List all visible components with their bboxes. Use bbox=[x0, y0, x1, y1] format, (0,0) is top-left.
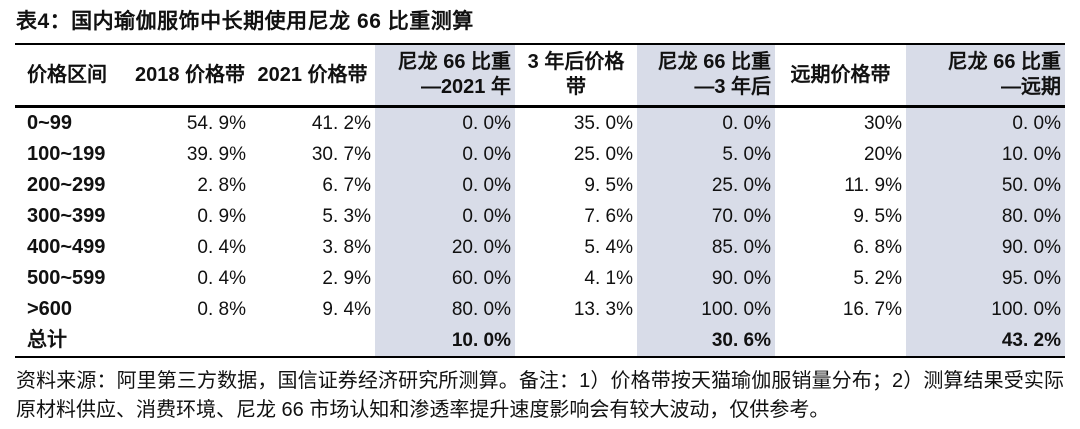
table-cell: 7. 6% bbox=[584, 206, 633, 227]
table-cell: 0. 0% bbox=[375, 106, 515, 139]
table-cell: 70. 0% bbox=[637, 201, 775, 232]
table-cell: 39. 9% bbox=[186, 144, 246, 165]
table-cell: 90. 0% bbox=[637, 263, 775, 294]
table-cell: 0. 9% bbox=[197, 206, 246, 227]
table-cell: 60. 0% bbox=[375, 263, 515, 294]
source-note: 资料来源：阿里第三方数据，国信证券经济研究所测算。备注：1）价格带按天猫瑜伽服销… bbox=[16, 370, 1064, 421]
table-cell: 10. 0% bbox=[906, 139, 1065, 170]
table-row: >600 0. 8% 9. 4% 80. 0% 13. 3% 100. 0% 16. 7% 1… bbox=[15, 294, 1065, 325]
table-row: 200~299 2. 8% 6. 7% 0. 0% 9. 5% 25. 0% 11. 9% 5… bbox=[15, 170, 1065, 201]
table-cell: 20% bbox=[863, 144, 902, 165]
table-cell: 43. 2% bbox=[906, 325, 1065, 358]
table-cell: 6. 8% bbox=[853, 237, 902, 258]
table-cell: 80. 0% bbox=[906, 201, 1065, 232]
table-cell: 5. 2% bbox=[853, 268, 902, 289]
table-cell: 2. 8% bbox=[197, 175, 246, 196]
table-cell: 5. 3% bbox=[322, 206, 371, 227]
table-cell: 0. 8% bbox=[197, 299, 246, 320]
table-cell: 0. 0% bbox=[375, 139, 515, 170]
table-cell: 5. 0% bbox=[637, 139, 775, 170]
table-cell: 80. 0% bbox=[375, 294, 515, 325]
row-label: 500~599 bbox=[27, 267, 106, 289]
table-cell: 0. 4% bbox=[197, 237, 246, 258]
table-cell: 25. 0% bbox=[573, 144, 633, 165]
table-cell: 54. 9% bbox=[186, 113, 246, 134]
table-cell: 95. 0% bbox=[906, 263, 1065, 294]
table-cell: 11. 9% bbox=[844, 175, 902, 196]
table-cell: 30. 7% bbox=[311, 144, 371, 165]
table-cell: 16. 7% bbox=[842, 299, 902, 320]
column-header-price-range: 价格区间 bbox=[15, 44, 130, 108]
table-cell: 41. 2% bbox=[311, 113, 371, 134]
table-cell: 25. 0% bbox=[637, 170, 775, 201]
row-label: 300~399 bbox=[27, 205, 106, 227]
column-header-band-longterm: 远期价格带 bbox=[775, 44, 906, 108]
table-row: 500~599 0. 4% 2. 9% 60. 0% 4. 1% 90. 0% 5. 2% 9… bbox=[15, 263, 1065, 294]
row-label: 100~199 bbox=[27, 143, 106, 165]
table-body: 0~99 54. 9% 41. 2% 0. 0% 35. 0% 0. 0% 30% 0. 0%… bbox=[15, 106, 1065, 358]
table-title: 表4：国内瑜伽服饰中长期使用尼龙 66 比重测算 bbox=[16, 10, 474, 33]
table-cell: 9. 4% bbox=[322, 299, 371, 320]
table-cell: 9. 5% bbox=[584, 175, 633, 196]
table-cell bbox=[775, 325, 906, 358]
table-cell: 3. 8% bbox=[322, 237, 371, 258]
table-row: 0~99 54. 9% 41. 2% 0. 0% 35. 0% 0. 0% 30% 0. 0% bbox=[15, 106, 1065, 139]
table-cell: 0. 0% bbox=[375, 201, 515, 232]
table-cell: 4. 1% bbox=[584, 268, 633, 289]
table-cell: 35. 0% bbox=[573, 113, 633, 134]
table-cell: 0. 4% bbox=[197, 268, 246, 289]
table-cell: 0. 0% bbox=[906, 106, 1065, 139]
table-row: 300~399 0. 9% 5. 3% 0. 0% 7. 6% 70. 0% 9. 5% 80… bbox=[15, 201, 1065, 232]
table-cell bbox=[250, 325, 375, 358]
column-header-nylon66-longterm: 尼龙 66 比重 —远期 bbox=[906, 44, 1065, 108]
table-cell: 9. 5% bbox=[853, 206, 902, 227]
table-cell: 6. 7% bbox=[322, 175, 371, 196]
row-label: 总计 bbox=[15, 325, 130, 358]
table-cell: 0. 0% bbox=[637, 106, 775, 139]
row-label: 400~499 bbox=[27, 236, 106, 258]
row-label: 0~99 bbox=[27, 112, 73, 134]
column-header-band-3yr: 3 年后价格带 bbox=[515, 44, 637, 108]
table-cell: 100. 0% bbox=[906, 294, 1065, 325]
table-cell bbox=[130, 325, 250, 358]
table-cell: 90. 0% bbox=[906, 232, 1065, 263]
table-row: 400~499 0. 4% 3. 8% 20. 0% 5. 4% 85. 0% 6. 8% 9… bbox=[15, 232, 1065, 263]
total-row: 总计 10. 0% 30. 6% 43. 2% bbox=[15, 325, 1065, 358]
table-cell: 85. 0% bbox=[637, 232, 775, 263]
table-cell: 30% bbox=[863, 113, 902, 134]
table-cell: 13. 3% bbox=[573, 299, 633, 320]
table-cell: 50. 0% bbox=[906, 170, 1065, 201]
column-header-band-2018: 2018 价格带 bbox=[130, 44, 250, 108]
table-cell: 2. 9% bbox=[322, 268, 371, 289]
table-cell: 100. 0% bbox=[637, 294, 775, 325]
column-header-nylon66-2021: 尼龙 66 比重 —2021 年 bbox=[375, 44, 515, 108]
table-cell: 5. 4% bbox=[584, 237, 633, 258]
table-cell bbox=[515, 325, 637, 358]
column-header-band-2021: 2021 价格带 bbox=[250, 44, 375, 108]
table-cell: 10. 0% bbox=[375, 325, 515, 358]
row-label: >600 bbox=[27, 298, 73, 320]
table-cell: 30. 6% bbox=[637, 325, 775, 358]
row-label: 200~299 bbox=[27, 174, 106, 196]
table-cell: 0. 0% bbox=[375, 170, 515, 201]
table-cell: 20. 0% bbox=[375, 232, 515, 263]
table-row: 100~199 39. 9% 30. 7% 0. 0% 25. 0% 5. 0% 20% 10… bbox=[15, 139, 1065, 170]
column-header-nylon66-3yr: 尼龙 66 比重 —3 年后 bbox=[637, 44, 775, 108]
